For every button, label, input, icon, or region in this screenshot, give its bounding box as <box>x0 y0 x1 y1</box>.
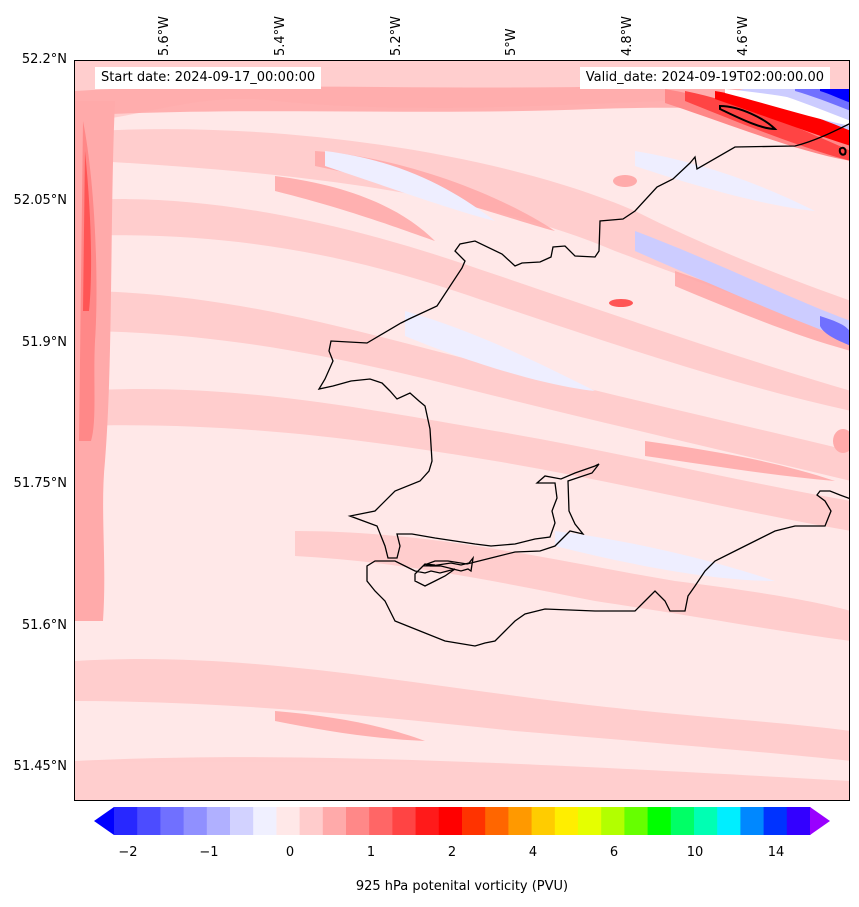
colorbar-cell <box>485 807 509 835</box>
lon-label-4-8w: 4.8°W <box>620 15 635 56</box>
pv-streaks-light <box>75 61 849 800</box>
lat-label-51-9: 51.9°N <box>21 335 67 350</box>
colorbar-cell <box>346 807 370 835</box>
pv-small-blobs <box>609 175 849 453</box>
lon-label-5-4w: 5.4°W <box>273 15 288 56</box>
colorbar-cell <box>137 807 161 835</box>
colorbar-cell <box>462 807 486 835</box>
colorbar-tick: 2 <box>447 845 457 860</box>
colorbar-cell <box>206 807 231 835</box>
colorbar-tick: −2 <box>118 845 138 860</box>
colorbar-cell <box>624 807 649 835</box>
colorbar-cell <box>369 807 393 835</box>
colorbar-cell <box>230 807 254 835</box>
colorbar-tick: −1 <box>199 845 219 860</box>
colorbar-cell <box>670 807 695 835</box>
lon-label-5w: 5°W <box>504 28 519 56</box>
colorbar-tick: 0 <box>285 845 295 860</box>
colorbar-cell <box>322 807 347 835</box>
lat-label-51-75: 51.75°N <box>13 476 67 491</box>
colorbar-cell <box>786 807 811 835</box>
pv-jet-feature <box>665 89 849 161</box>
colorbar-cell <box>578 807 602 835</box>
colorbar-cell <box>276 807 301 835</box>
lon-label-5-6w: 5.6°W <box>157 15 172 56</box>
colorbar-cell <box>740 807 765 835</box>
colorbar <box>94 807 830 835</box>
pv-left-band <box>75 101 115 621</box>
colorbar-tick: 10 <box>686 845 704 860</box>
lat-label-52-2: 52.2°N <box>21 52 67 67</box>
lon-label-4-6w: 4.6°W <box>736 15 751 56</box>
colorbar-cell <box>299 807 324 835</box>
colorbar-cell <box>183 807 208 835</box>
colorbar-cell <box>508 807 533 835</box>
colorbar-cell <box>694 807 718 835</box>
colorbar-cell <box>531 807 556 835</box>
colorbar-cell <box>717 807 741 835</box>
colorbar-label: 925 hPa potenital vorticity (PVU) <box>355 879 569 894</box>
colorbar-cell <box>601 807 625 835</box>
coastline <box>317 123 849 647</box>
colorbar-cell <box>415 807 440 835</box>
colorbar-tick: 4 <box>528 845 538 860</box>
colorbar-extend-max <box>810 807 830 835</box>
colorbar-cell <box>392 807 417 835</box>
valid-date-label: Valid_date: 2024-09-19T02:00:00.00 <box>579 67 830 89</box>
colorbar-cell <box>763 807 788 835</box>
lon-label-5-2w: 5.2°W <box>389 15 404 56</box>
lat-label-51-6: 51.6°N <box>21 618 67 633</box>
map-panel[interactable] <box>74 60 850 801</box>
lat-label-51-45: 51.45°N <box>13 759 67 774</box>
colorbar-cell <box>438 807 463 835</box>
colorbar-cell <box>253 807 277 835</box>
colorbar-cell <box>647 807 672 835</box>
start-date-label: Start date: 2024-09-17_00:00:00 <box>95 67 322 89</box>
colorbar-cell <box>114 807 138 835</box>
colorbar-cell <box>160 807 185 835</box>
colorbar-cell <box>554 807 579 835</box>
colorbar-tick: 6 <box>609 845 619 860</box>
colorbar-tick: 14 <box>767 845 785 860</box>
pv-blue-patches <box>325 151 815 581</box>
pv-contour-map <box>75 61 849 800</box>
lat-label-52-05: 52.05°N <box>13 193 67 208</box>
colorbar-extend-min <box>94 807 114 835</box>
colorbar-tick: 1 <box>366 845 376 860</box>
